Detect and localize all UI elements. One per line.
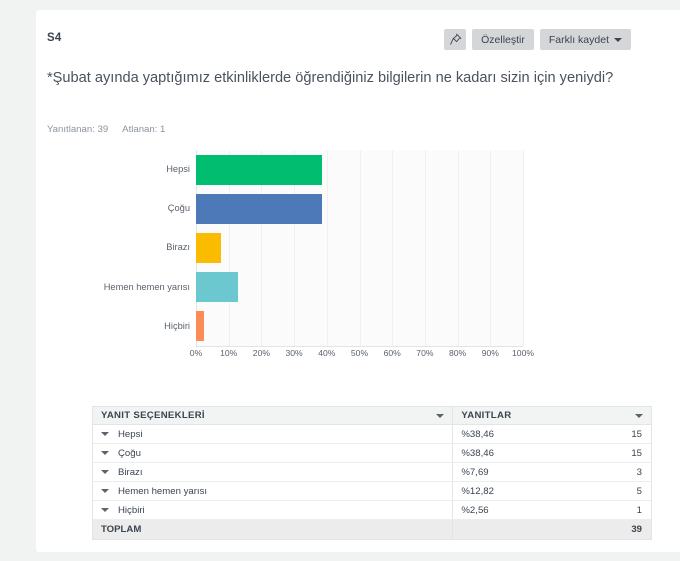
table-cell-percent: %7,69 — [461, 466, 489, 478]
chart-x-tick-label: 40% — [318, 348, 336, 358]
table-cell-option: Çoğu — [93, 444, 453, 463]
chart-x-tick-label: 10% — [220, 348, 238, 358]
row-expand-caret-icon[interactable] — [101, 432, 109, 436]
table-cell-option-label: Birazı — [118, 466, 143, 478]
pin-button[interactable] — [444, 29, 467, 50]
table-cell-percent: %38,46 — [461, 428, 494, 440]
chart-x-tick-label: 70% — [416, 348, 434, 358]
chart-row — [196, 189, 523, 228]
table-cell-option-label: Hepsi — [118, 428, 143, 440]
column-header-options[interactable]: YANIT SEÇENEKLERİ — [93, 407, 454, 425]
chevron-down-icon — [614, 37, 622, 42]
table-total-spacer — [453, 520, 604, 539]
chart-category-label: Hiçbiri — [164, 320, 190, 331]
table-cell-option-label: Hemen hemen yarısı — [118, 485, 208, 497]
pin-icon — [449, 33, 462, 46]
customize-label: Özelleştir — [481, 33, 525, 46]
gridline — [424, 150, 426, 346]
chart-row — [196, 150, 523, 189]
chart-x-tick-label: 20% — [252, 348, 270, 358]
column-header-responses-label: YANITLAR — [461, 410, 512, 421]
results-bar-chart: Hepsi Çoğu Birazı Hemen hemen yarısı Hiçbiri… — [47, 140, 647, 375]
table-cell-option-label: Çoğu — [118, 447, 141, 459]
chart-row — [196, 268, 523, 307]
table-cell-count: 5 — [636, 485, 642, 497]
table-cell-option: Hemen hemen yarısı — [93, 482, 453, 501]
table-cell-option: Hepsi — [93, 425, 453, 444]
chart-bar[interactable] — [196, 232, 222, 263]
chart-x-tick-label: 50% — [350, 348, 369, 358]
chart-plot-area — [196, 150, 524, 347]
save-as-button[interactable]: Farklı kaydet — [539, 29, 631, 50]
column-header-options-label: YANIT SEÇENEKLERİ — [101, 410, 205, 421]
chart-category-label: Hepsi — [166, 164, 190, 175]
table-cell-count: 15 — [631, 428, 642, 440]
table-row: Birazı %7,69 3 — [93, 463, 651, 482]
gridline — [359, 150, 361, 346]
table-row: Hiçbiri %2,56 1 — [93, 501, 651, 520]
skipped-count: Atlanan: 1 — [122, 124, 166, 135]
gridline — [261, 150, 263, 346]
gridline — [294, 150, 296, 346]
chart-row — [196, 228, 523, 267]
chart-category-label: Birazı — [166, 242, 190, 253]
chart-bar[interactable] — [196, 154, 322, 185]
column-header-responses[interactable]: YANITLAR — [452, 407, 651, 425]
chart-bar[interactable] — [196, 311, 205, 342]
chart-x-tick-label: 80% — [448, 348, 467, 358]
table-header-row: YANIT SEÇENEKLERİ YANITLAR — [93, 407, 651, 425]
gridline — [326, 150, 328, 346]
chart-x-tick-label: 60% — [383, 348, 401, 358]
chart-x-tick-label: 100% — [512, 348, 534, 358]
table-cell-option: Birazı — [93, 463, 453, 482]
chart-x-axis: 0% 10% 20% 30% 40% 50% 60% 70% 80% 90% 100% — [190, 348, 534, 362]
chart-bar[interactable] — [196, 272, 238, 303]
chart-category-label: Çoğu — [167, 203, 190, 214]
table-cell-percent: %2,56 — [461, 504, 489, 516]
chart-bar[interactable] — [196, 193, 322, 224]
card-header: S4 Özelleştir Farklı kaydet — [36, 10, 680, 56]
row-expand-caret-icon[interactable] — [101, 470, 109, 474]
table-row: Çoğu %38,46 15 — [93, 444, 651, 463]
gridline — [228, 150, 230, 346]
table-row: Hepsi %38,46 15 — [93, 425, 651, 444]
chart-row — [196, 307, 523, 346]
chart-category-label: Hemen hemen yarısı — [103, 281, 190, 292]
gridline — [490, 150, 492, 346]
question-result-card: S4 Özelleştir Farklı kaydet *Şubat ayınd… — [36, 10, 680, 552]
gridline — [523, 150, 524, 346]
row-expand-caret-icon[interactable] — [101, 508, 109, 512]
question-code: S4 — [47, 32, 62, 44]
table-total-row: TOPLAM 39 — [93, 519, 651, 539]
table-row: Hemen hemen yarısı %12,82 5 — [93, 482, 651, 501]
sort-caret-icon[interactable] — [436, 413, 445, 418]
row-expand-caret-icon[interactable] — [101, 451, 109, 455]
header-actions: Özelleştir Farklı kaydet — [444, 29, 631, 50]
gridline — [457, 150, 459, 346]
table-total-count: 39 — [631, 523, 642, 535]
chart-bars — [196, 150, 523, 346]
table-cell-option: Hiçbiri — [93, 501, 453, 520]
table-cell-count: 1 — [636, 504, 642, 516]
table-cell-option-label: Hiçbiri — [118, 504, 145, 516]
table-cell-count: 15 — [631, 447, 642, 459]
chart-x-tick-label: 90% — [481, 348, 499, 358]
gridline — [392, 150, 394, 346]
table-total-label: TOPLAM — [101, 523, 142, 535]
table-cell-count: 3 — [636, 466, 642, 478]
question-meta: Yanıtlanan: 39 Atlanan: 1 — [47, 124, 165, 135]
chart-x-tick-label: 30% — [285, 348, 303, 358]
save-as-label: Farklı kaydet — [548, 33, 609, 46]
table-cell-percent: %38,46 — [461, 447, 494, 459]
chart-x-tick-label: 0% — [189, 348, 203, 358]
answered-count: Yanıtlanan: 39 — [47, 124, 109, 135]
table-cell-percent: %12,82 — [461, 485, 494, 497]
customize-button[interactable]: Özelleştir — [472, 29, 534, 50]
question-title: *Şubat ayında yaptığımız etkinliklerde ö… — [47, 70, 614, 86]
row-expand-caret-icon[interactable] — [101, 489, 109, 493]
results-table: YANIT SEÇENEKLERİ YANITLAR Hepsi %38,46 15… — [92, 406, 652, 540]
sort-caret-icon[interactable] — [635, 413, 643, 418]
chart-y-axis-labels: Hepsi Çoğu Birazı Hemen hemen yarısı Hiçbiri — [47, 150, 190, 346]
